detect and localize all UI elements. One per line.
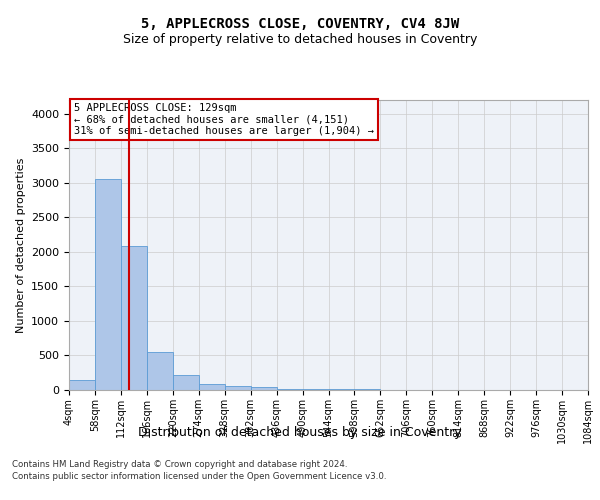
Bar (173, 375, 199, 390)
Text: 5 APPLECROSS CLOSE: 129sqm
← 68% of detached houses are smaller (4,151)
31% of s: 5 APPLECROSS CLOSE: 129sqm ← 68% of deta… (74, 103, 374, 136)
Bar (199, 384, 224, 390)
Text: 5, APPLECROSS CLOSE, COVENTRY, CV4 8JW: 5, APPLECROSS CLOSE, COVENTRY, CV4 8JW (141, 18, 459, 32)
Text: Contains public sector information licensed under the Open Government Licence v3: Contains public sector information licen… (12, 472, 386, 481)
Bar (147, 352, 173, 390)
Text: Distribution of detached houses by size in Coventry: Distribution of detached houses by size … (138, 426, 462, 439)
Bar (251, 387, 277, 390)
Text: Contains HM Land Registry data © Crown copyright and database right 2024.: Contains HM Land Registry data © Crown c… (12, 460, 347, 469)
Bar (121, 246, 147, 390)
Y-axis label: Number of detached properties: Number of detached properties (16, 158, 26, 332)
Text: Size of property relative to detached houses in Coventry: Size of property relative to detached ho… (123, 32, 477, 46)
Bar (302, 389, 329, 390)
Bar (225, 386, 251, 390)
Bar (277, 388, 302, 390)
Bar (69, 380, 95, 390)
Bar (95, 180, 121, 390)
